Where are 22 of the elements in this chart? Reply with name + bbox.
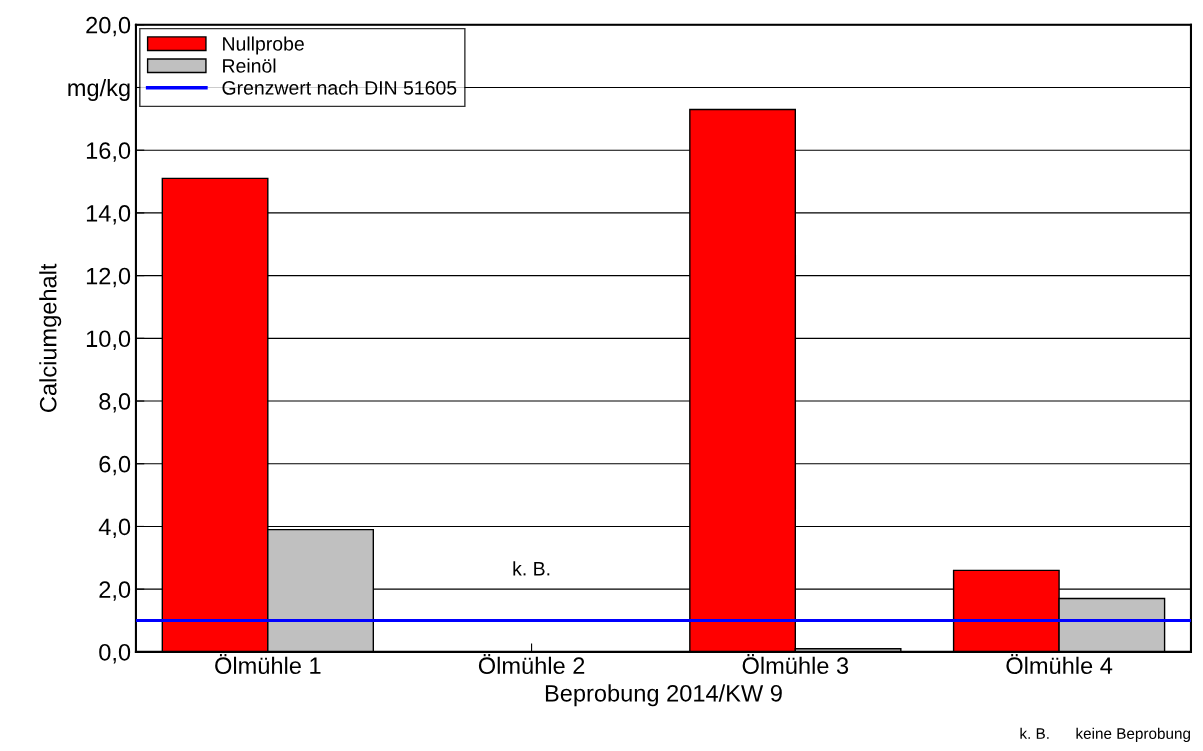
legend-label: Grenzwert nach DIN 51605 [222, 80, 457, 95]
x-tick-label: Ölmühle 4 [1006, 654, 1113, 675]
x-axis-title: Beprobung 2014/KW 9 [545, 684, 782, 707]
y-tick-label: 6,0 [99, 455, 131, 476]
legend-label: Reinöl [223, 58, 276, 73]
y-tick-label: 4,0 [98, 518, 131, 539]
y-tick-label: 10,0 [86, 330, 131, 350]
y-tick-label: mg/kg [68, 78, 130, 101]
y-axis-title: Calciumgehalt [39, 263, 62, 412]
annotation: k. B. [513, 561, 550, 576]
y-tick-label: 12,0 [86, 267, 131, 288]
x-tick-label: Ölmühle 3 [742, 654, 849, 675]
y-tick-label: 20,0 [86, 16, 131, 37]
x-tick-label: Ölmühle 2 [478, 654, 585, 675]
legend-label: Nullprobe [223, 36, 304, 55]
x-tick-label: Ölmühle 1 [215, 654, 321, 675]
y-tick-label: 8,0 [99, 393, 131, 413]
text: k. B. keine Beprobung [1020, 727, 1190, 742]
y-tick-label: 0,0 [99, 643, 131, 664]
y-tick-label: 16,0 [86, 142, 131, 162]
y-tick-label: 2,0 [99, 581, 131, 601]
y-tick-label: 14,0 [86, 204, 131, 225]
